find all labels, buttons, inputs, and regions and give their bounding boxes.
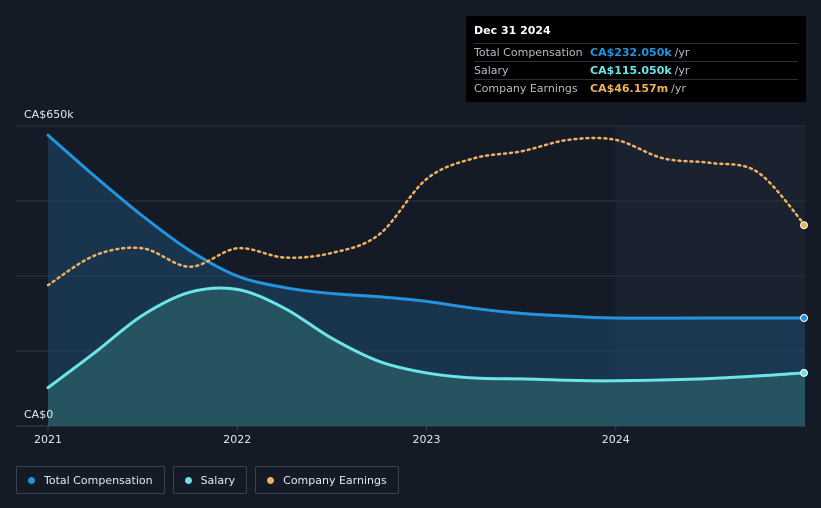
company-earnings-end-point [800,221,808,230]
legend: Total Compensation Salary Company Earnin… [16,466,399,494]
legend-dot-icon [28,476,35,484]
x-tick-label: 2024 [602,433,630,446]
legend-label: Salary [200,473,236,487]
legend-label: Total Compensation [44,473,153,487]
total-compensation-end-point [800,314,808,322]
x-tick-label: 2022 [223,433,251,446]
y-axis-bottom-label: CA$0 [24,408,53,421]
legend-item-salary[interactable]: Salary [172,466,248,494]
tooltip-date: Dec 31 2024 [474,24,551,37]
tooltip-unit: /yr [671,82,686,95]
tooltip-label: Company Earnings [474,82,578,95]
tooltip-label: Total Compensation [474,46,583,59]
legend-item-company-earnings[interactable]: Company Earnings [255,466,399,494]
tooltip: Dec 31 2024 Total Compensation CA$232.05… [466,16,806,102]
legend-dot-icon [184,476,192,484]
series-areas [48,135,805,426]
legend-dot-icon [267,476,275,484]
tooltip-unit: /yr [674,46,690,59]
tooltip-value: CA$232.050k [590,46,672,59]
legend-item-total-compensation[interactable]: Total Compensation [16,466,165,494]
end-points [800,221,808,377]
series-lines [46,133,807,390]
x-tick-label: 2023 [413,433,441,446]
tooltip-row-earnings: Company Earnings CA$46.157m /yr [474,79,798,97]
total-compensation-line [46,133,807,320]
y-axis-top-label: CA$650k [24,108,74,121]
company-earnings-line [46,136,807,287]
x-axis-ticks: 2021 2022 2023 2024 [34,426,630,446]
tooltip-unit: /yr [674,64,690,77]
salary-line [46,286,807,390]
salary-end-point [800,368,808,377]
tooltip-value: CA$115.050k [590,64,672,77]
tooltip-row-salary: Salary CA$115.050k /yr [474,61,798,79]
legend-label: Company Earnings [283,473,387,487]
tooltip-value: CA$46.157m [590,82,669,95]
tooltip-row-total: Total Compensation CA$232.050k /yr [474,43,798,61]
x-tick-label: 2021 [34,433,62,446]
salary-area [48,287,805,426]
tooltip-label: Salary [474,64,509,77]
